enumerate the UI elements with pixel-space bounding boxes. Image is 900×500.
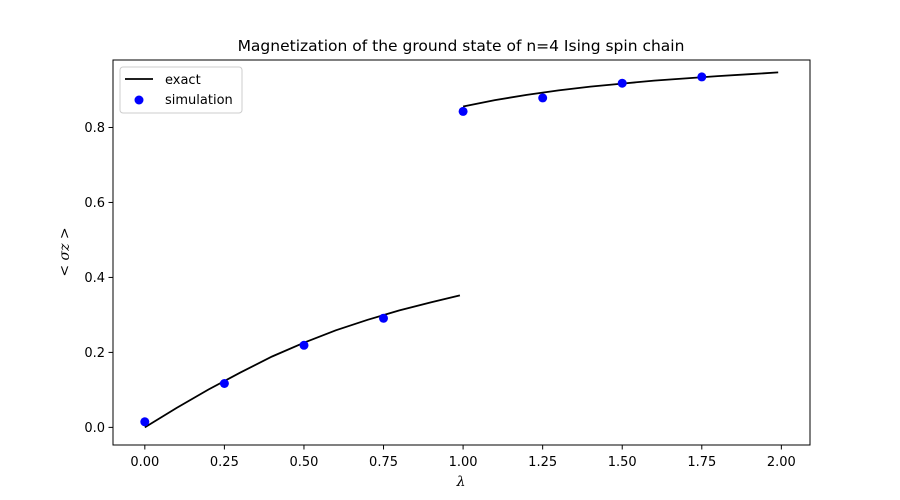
y-tick-label: 0.8: [84, 121, 105, 136]
simulation-point: [697, 72, 707, 82]
x-tick-label: 0.00: [130, 455, 159, 470]
y-tick-label: 0.0: [84, 421, 105, 436]
chart-title: Magnetization of the ground state of n=4…: [238, 37, 685, 55]
simulation-point: [538, 93, 548, 103]
x-axis-label: λ: [456, 474, 466, 490]
simulation-point: [219, 379, 229, 388]
legend: exact simulation: [119, 66, 243, 114]
simulation-point: [617, 78, 627, 88]
y-tick-label: 0.6: [84, 196, 105, 211]
y-tick-label: 0.4: [84, 271, 105, 286]
simulation-point: [379, 313, 388, 323]
y-axis-label: < σz >: [57, 227, 73, 276]
legend-simulation-label: simulation: [165, 93, 233, 108]
simulation-point: [140, 417, 150, 427]
x-tick-label: 1.75: [687, 455, 716, 470]
simulation-point: [299, 340, 309, 350]
x-tick-label: 1.25: [528, 455, 557, 470]
y-tick-label: 0.2: [84, 346, 105, 361]
axes-frame: [112, 59, 811, 446]
x-tick-label: 0.50: [289, 455, 318, 470]
x-tick-label: 0.75: [369, 455, 398, 470]
x-tick-label: 0.25: [210, 455, 239, 470]
plot-area: [112, 59, 811, 446]
legend-simulation-swatch: [134, 95, 144, 105]
x-axis-ticks: 0.00 0.25 0.50 0.75 1.00 1.25 1.50 1.75 2.00: [130, 445, 796, 470]
x-tick-label: 2.00: [767, 455, 796, 470]
x-tick-label: 1.00: [449, 455, 478, 470]
simulation-point: [458, 106, 468, 116]
x-tick-label: 1.50: [608, 455, 637, 470]
legend-exact-label: exact: [165, 73, 201, 88]
y-axis-ticks: 0.0 0.2 0.4 0.6 0.8: [84, 121, 113, 436]
